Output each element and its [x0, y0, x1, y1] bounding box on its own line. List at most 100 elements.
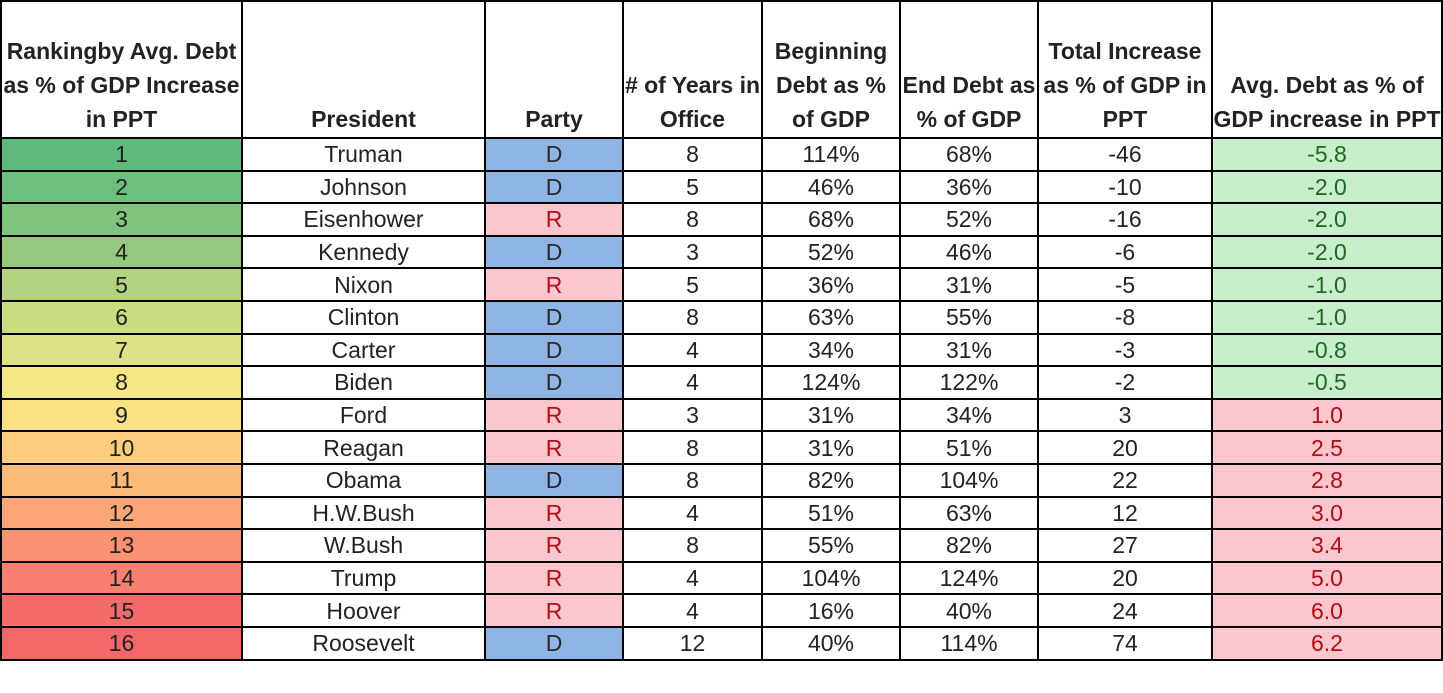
- cell-president: Hoover: [241, 593, 486, 628]
- cell-president: Clinton: [241, 299, 486, 335]
- cell-president: Trump: [241, 560, 486, 596]
- cell-president: Ford: [241, 397, 486, 433]
- cell-begin: 40%: [761, 625, 901, 661]
- cell-rank: 8: [0, 365, 243, 400]
- cell-rank: 5: [0, 267, 243, 302]
- cell-total: 27: [1037, 528, 1213, 563]
- cell-rank: 1: [0, 137, 243, 172]
- cell-avg: -2.0: [1211, 169, 1443, 205]
- cell-party: D: [484, 137, 624, 172]
- cell-end: 51%: [899, 430, 1039, 465]
- cell-end: 34%: [899, 397, 1039, 433]
- cell-rank: 13: [0, 528, 243, 563]
- cell-total: 12: [1037, 495, 1213, 531]
- cell-president: Roosevelt: [241, 625, 486, 661]
- cell-years: 8: [622, 202, 763, 237]
- cell-end: 52%: [899, 202, 1039, 237]
- cell-total: -3: [1037, 332, 1213, 368]
- cell-total: 3: [1037, 397, 1213, 433]
- cell-avg: -0.5: [1211, 365, 1443, 400]
- cell-end: 68%: [899, 137, 1039, 172]
- cell-avg: -1.0: [1211, 299, 1443, 335]
- cell-years: 4: [622, 365, 763, 400]
- cell-begin: 52%: [761, 234, 901, 270]
- cell-rank: 9: [0, 397, 243, 433]
- cell-years: 4: [622, 593, 763, 628]
- cell-party: R: [484, 495, 624, 531]
- header-row: Rankingby Avg. Debt as % of GDP Increase…: [0, 0, 1443, 139]
- cell-party: R: [484, 202, 624, 237]
- cell-begin: 68%: [761, 202, 901, 237]
- cell-begin: 16%: [761, 593, 901, 628]
- cell-avg: -2.0: [1211, 234, 1443, 270]
- cell-total: -5: [1037, 267, 1213, 302]
- cell-rank: 16: [0, 625, 243, 661]
- cell-rank: 4: [0, 234, 243, 270]
- cell-end: 55%: [899, 299, 1039, 335]
- cell-years: 12: [622, 625, 763, 661]
- cell-party: R: [484, 397, 624, 433]
- cell-years: 8: [622, 528, 763, 563]
- cell-total: 74: [1037, 625, 1213, 661]
- col-header-party: Party: [484, 0, 624, 139]
- cell-party: D: [484, 365, 624, 400]
- cell-avg: -2.0: [1211, 202, 1443, 237]
- table-row: 11 Obama D 8 82% 104% 22 2.8: [0, 462, 1443, 498]
- cell-end: 122%: [899, 365, 1039, 400]
- table-row: 16 Roosevelt D 12 40% 114% 74 6.2: [0, 625, 1443, 661]
- cell-avg: 5.0: [1211, 560, 1443, 596]
- col-header-begin-debt: Beginning Debt as % of GDP: [761, 0, 901, 139]
- cell-years: 5: [622, 267, 763, 302]
- cell-begin: 31%: [761, 397, 901, 433]
- cell-years: 3: [622, 234, 763, 270]
- cell-rank: 11: [0, 462, 243, 498]
- cell-total: -8: [1037, 299, 1213, 335]
- cell-avg: -0.8: [1211, 332, 1443, 368]
- cell-president: Reagan: [241, 430, 486, 465]
- cell-rank: 14: [0, 560, 243, 596]
- cell-years: 3: [622, 397, 763, 433]
- table-row: 7 Carter D 4 34% 31% -3 -0.8: [0, 332, 1443, 368]
- cell-rank: 6: [0, 299, 243, 335]
- col-header-rank: Rankingby Avg. Debt as % of GDP Increase…: [0, 0, 243, 139]
- cell-party: D: [484, 169, 624, 205]
- table-row: 3 Eisenhower R 8 68% 52% -16 -2.0: [0, 202, 1443, 237]
- debt-ranking-table: Rankingby Avg. Debt as % of GDP Increase…: [0, 0, 1443, 661]
- cell-years: 8: [622, 462, 763, 498]
- cell-president: Obama: [241, 462, 486, 498]
- cell-total: -10: [1037, 169, 1213, 205]
- cell-end: 104%: [899, 462, 1039, 498]
- cell-avg: 3.0: [1211, 495, 1443, 531]
- cell-president: Johnson: [241, 169, 486, 205]
- cell-president: Eisenhower: [241, 202, 486, 237]
- cell-rank: 7: [0, 332, 243, 368]
- cell-president: Nixon: [241, 267, 486, 302]
- cell-total: -16: [1037, 202, 1213, 237]
- cell-end: 124%: [899, 560, 1039, 596]
- table-row: 2 Johnson D 5 46% 36% -10 -2.0: [0, 169, 1443, 205]
- cell-president: Biden: [241, 365, 486, 400]
- table-row: 9 Ford R 3 31% 34% 3 1.0: [0, 397, 1443, 433]
- table-row: 6 Clinton D 8 63% 55% -8 -1.0: [0, 299, 1443, 335]
- cell-president: W.Bush: [241, 528, 486, 563]
- cell-rank: 10: [0, 430, 243, 465]
- table-row: 4 Kennedy D 3 52% 46% -6 -2.0: [0, 234, 1443, 270]
- cell-avg: 2.5: [1211, 430, 1443, 465]
- cell-president: Kennedy: [241, 234, 486, 270]
- cell-end: 63%: [899, 495, 1039, 531]
- cell-avg: 2.8: [1211, 462, 1443, 498]
- cell-president: Truman: [241, 137, 486, 172]
- cell-party: R: [484, 560, 624, 596]
- cell-begin: 114%: [761, 137, 901, 172]
- cell-total: -46: [1037, 137, 1213, 172]
- cell-begin: 63%: [761, 299, 901, 335]
- table-row: 5 Nixon R 5 36% 31% -5 -1.0: [0, 267, 1443, 302]
- cell-rank: 12: [0, 495, 243, 531]
- table-row: 14 Trump R 4 104% 124% 20 5.0: [0, 560, 1443, 596]
- cell-party: D: [484, 625, 624, 661]
- cell-begin: 31%: [761, 430, 901, 465]
- cell-end: 40%: [899, 593, 1039, 628]
- cell-begin: 55%: [761, 528, 901, 563]
- cell-avg: 6.0: [1211, 593, 1443, 628]
- cell-party: R: [484, 593, 624, 628]
